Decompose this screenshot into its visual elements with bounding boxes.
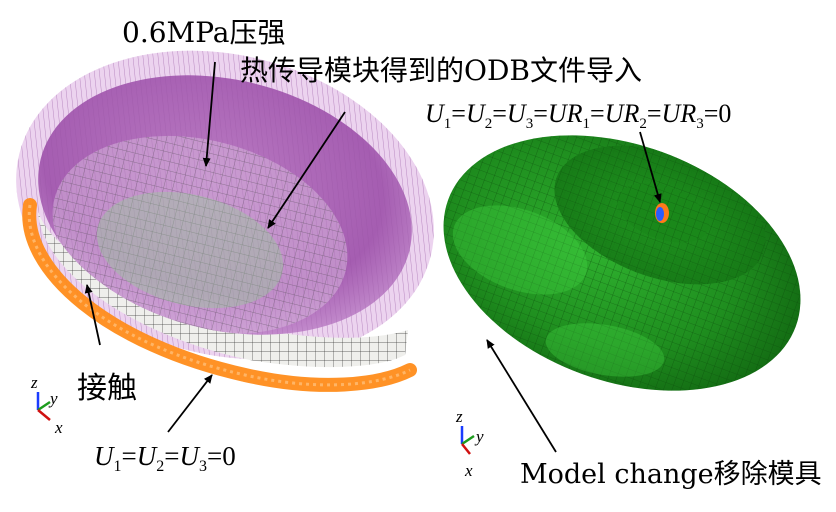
fixed-node-marker	[655, 203, 669, 223]
axis-triad-right: z y x	[455, 407, 484, 480]
axis-y-label: y	[474, 427, 484, 446]
odb-import-label: 热传导模块得到的ODB文件导入	[240, 54, 642, 87]
model-change-arrow	[486, 339, 557, 453]
left-model: z y x	[16, 50, 434, 437]
green-shell	[443, 135, 801, 391]
axis-triad-left: z y x	[30, 373, 63, 437]
bc-left-arrow	[167, 374, 213, 433]
contact-label: 接触	[77, 371, 137, 406]
annotation-arrows	[84, 61, 662, 453]
axis-z-label: z	[455, 407, 463, 426]
bc-right-arrow	[639, 131, 662, 203]
bc-left-label: U1=U2=U3=0	[94, 441, 236, 475]
bc-right-label: U1=U2=U3=UR1=UR2=UR3=0	[425, 99, 731, 132]
axis-y-label: y	[48, 389, 58, 408]
pressure-label: 0.6MPa压强	[122, 16, 285, 49]
contact-rim	[22, 198, 417, 392]
model-change-label: Model change移除模具	[520, 459, 822, 490]
pressure-surface	[38, 75, 412, 335]
odb-arrow	[267, 111, 346, 229]
contact-arrow	[84, 284, 101, 346]
pressure-arrow	[202, 61, 216, 167]
labels: 0.6MPa压强 热传导模块得到的ODB文件导入 接触 U1=U2=U3=0 U…	[77, 16, 822, 490]
right-model: z y x	[443, 135, 801, 480]
axis-x-label: x	[464, 461, 473, 480]
axis-x-label: x	[54, 418, 63, 437]
axis-z-label: z	[30, 373, 38, 392]
